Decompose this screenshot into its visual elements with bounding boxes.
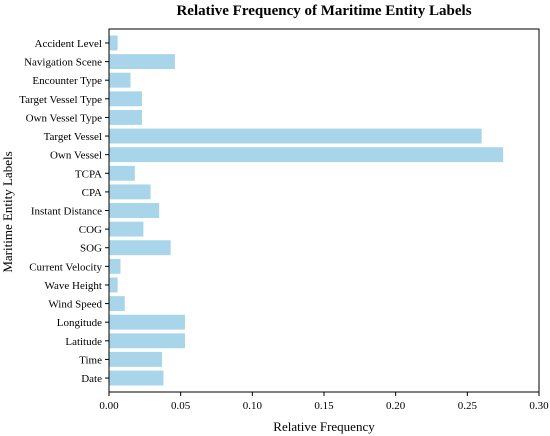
bar (109, 147, 504, 163)
y-tick-label: CPA (82, 187, 102, 199)
y-axis-label: Maritime Entity Labels (0, 151, 15, 272)
bar (109, 165, 135, 181)
y-tick-label: Current Velocity (29, 261, 102, 273)
bar (109, 184, 151, 200)
bar (109, 370, 164, 386)
y-tick-label: Own Vessel Type (26, 112, 103, 124)
y-tick-label: Date (81, 373, 102, 385)
x-tick-label: 0.05 (171, 400, 191, 412)
chart-title: Relative Frequency of Maritime Entity La… (176, 3, 471, 19)
y-tick-label: Accident Level (35, 38, 103, 50)
y-tick-label: Own Vessel (50, 150, 102, 162)
bar (109, 91, 142, 107)
y-tick-label: Instant Distance (31, 206, 102, 218)
x-axis-label: Relative Frequency (273, 419, 375, 434)
y-tick-label: TCPA (75, 168, 102, 180)
bar (109, 54, 175, 70)
y-tick-label: Navigation Scene (24, 57, 102, 69)
y-tick-label: SOG (80, 243, 102, 255)
bar (109, 109, 142, 125)
bar (109, 35, 118, 51)
y-tick-label: Latitude (65, 336, 102, 348)
x-ticks-group: 0.00 0.05 0.10 0.15 0.20 0.25 0.30 (99, 392, 549, 412)
y-tick-label: Wave Height (45, 280, 102, 292)
y-tick-label: Longitude (57, 317, 102, 329)
bar (109, 314, 185, 330)
x-tick-label: 0.30 (529, 400, 549, 412)
bar (109, 221, 144, 237)
y-tick-label: Target Vessel Type (19, 94, 102, 106)
bar (109, 258, 121, 274)
bar (109, 240, 171, 256)
x-tick-label: 0.25 (458, 400, 478, 412)
bar (109, 277, 118, 293)
x-tick-label: 0.20 (386, 400, 406, 412)
y-tick-label: Encounter Type (32, 75, 102, 87)
bar (109, 333, 185, 349)
bar (109, 203, 160, 218)
x-tick-label: 0.00 (99, 400, 119, 412)
y-tick-label: Target Vessel (44, 131, 102, 143)
y-ticks-group: Accident Level Navigation Scene Encounter … (19, 38, 109, 385)
bars-group (109, 35, 504, 386)
bar (109, 296, 125, 312)
y-tick-label: COG (79, 224, 102, 236)
y-tick-label: Wind Speed (48, 299, 102, 311)
x-tick-label: 0.15 (314, 400, 334, 412)
bar (109, 72, 131, 88)
y-tick-label: Time (79, 354, 102, 366)
plot-frame (108, 28, 540, 393)
bar (109, 128, 482, 144)
x-tick-label: 0.10 (243, 400, 263, 412)
bar (109, 351, 163, 367)
